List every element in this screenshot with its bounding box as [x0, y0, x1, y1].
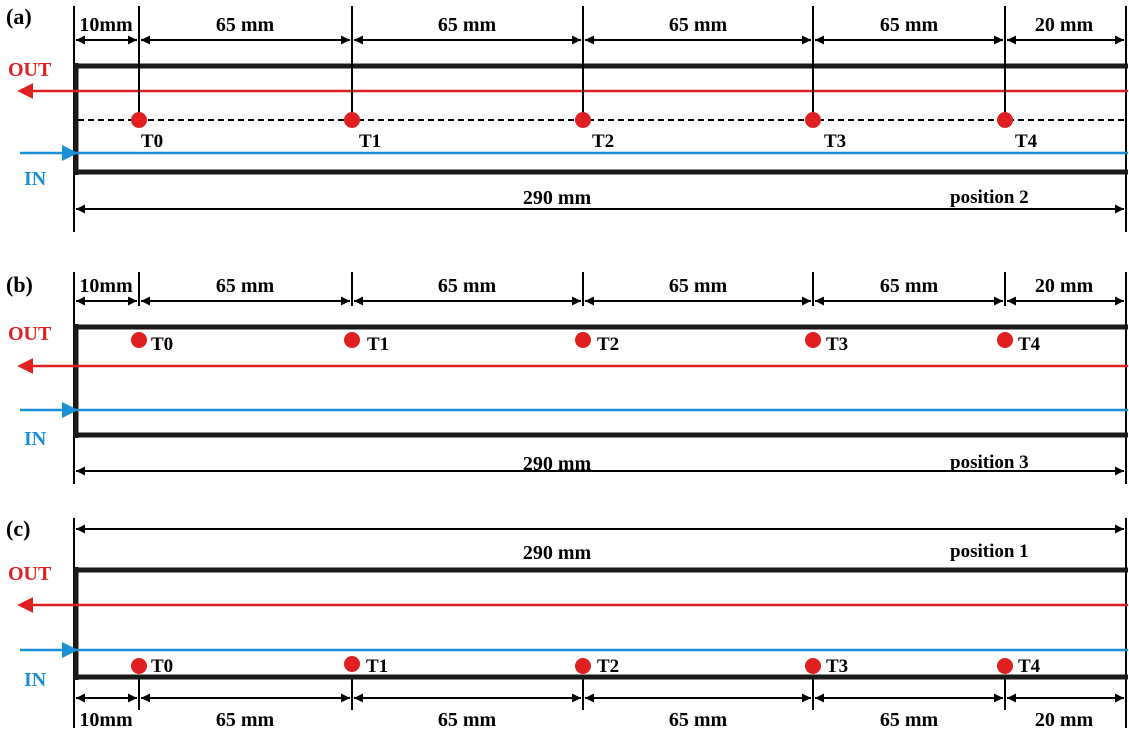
total-length-label: 290 mm	[523, 453, 592, 475]
sensor-labels: T0 T1 T2 T3 T4	[141, 131, 1038, 152]
total-length-label: 290 mm	[523, 542, 592, 564]
position-label: position 3	[950, 452, 1029, 473]
segment-label: 20 mm	[1035, 14, 1094, 36]
segment-labels: 10mm 65 mm 65 mm 65 mm 65 mm 20 mm	[79, 709, 1093, 731]
sensor-labels: T0 T1 T2 T3 T4	[151, 334, 1041, 355]
out-label: OUT	[8, 323, 52, 345]
segment-label: 65 mm	[880, 275, 939, 297]
segment-label: 65 mm	[216, 14, 275, 36]
position-label: position 2	[950, 187, 1029, 208]
probe-rods	[138, 40, 1006, 116]
panel-a: (a) 10mm 65 mm 65 mm 65 mm 65 mm 20 m	[6, 4, 1128, 232]
sensor-labels: T0 T1 T2 T3 T4	[151, 656, 1041, 677]
segment-label: 65 mm	[669, 14, 728, 36]
panel-c: (c) 290 mm position 1 OUT IN	[6, 516, 1128, 731]
segment-label: 65 mm	[438, 14, 497, 36]
sensor-label: T0	[151, 656, 173, 677]
segment-label: 65 mm	[216, 275, 275, 297]
segment-label: 65 mm	[880, 14, 939, 36]
out-label: OUT	[8, 59, 52, 81]
in-label: IN	[24, 428, 47, 450]
sensor-label: T0	[141, 131, 163, 152]
sensor-label: T2	[592, 131, 614, 152]
in-arrow-head	[62, 145, 78, 161]
sensor-label: T3	[824, 131, 846, 152]
panel-label: (a)	[6, 4, 32, 29]
total-length-label: 290 mm	[523, 187, 592, 209]
sensor-dot	[575, 112, 591, 128]
segment-label: 65 mm	[669, 275, 728, 297]
sensor-dot	[997, 332, 1013, 348]
sensor-label: T4	[1018, 656, 1041, 677]
channel-frame	[73, 63, 1128, 175]
sensors	[131, 332, 1013, 348]
sensor-dot	[997, 658, 1013, 674]
in-label: IN	[24, 669, 47, 691]
panel-b: (b) 10mm 65 mm 65 mm 65 mm 65 mm 20 mm	[6, 272, 1128, 484]
sensor-dot	[997, 112, 1013, 128]
sensor-label: T2	[597, 334, 619, 355]
segment-label: 65 mm	[216, 709, 275, 731]
in-label: IN	[24, 168, 47, 190]
sensor-label: T3	[826, 334, 848, 355]
sensor-label: T4	[1018, 334, 1041, 355]
sensor-dot	[131, 332, 147, 348]
sensor-dot	[575, 658, 591, 674]
segment-label: 65 mm	[438, 709, 497, 731]
channel-frame	[73, 324, 1128, 438]
sensors	[131, 112, 1013, 128]
segment-labels: 10mm 65 mm 65 mm 65 mm 65 mm 20 mm	[79, 275, 1093, 297]
sensor-dot	[805, 658, 821, 674]
sensor-label: T3	[826, 656, 848, 677]
segment-label: 20 mm	[1035, 275, 1094, 297]
segment-label: 65 mm	[438, 275, 497, 297]
sensor-dot	[805, 332, 821, 348]
out-label: OUT	[8, 563, 52, 585]
sensor-label: T0	[151, 334, 173, 355]
in-arrow-head	[62, 642, 78, 658]
segment-label: 20 mm	[1035, 709, 1094, 731]
sensor-label: T1	[359, 131, 381, 152]
sensor-label: T2	[597, 656, 619, 677]
segment-label: 10mm	[79, 709, 133, 731]
segment-label: 65 mm	[880, 709, 939, 731]
segment-labels: 10mm 65 mm 65 mm 65 mm 65 mm 20 mm	[79, 14, 1093, 36]
segment-label: 65 mm	[669, 709, 728, 731]
sensor-dot	[344, 112, 360, 128]
panel-label: (b)	[6, 272, 33, 297]
sensor-dot	[344, 656, 360, 672]
segment-label: 10mm	[79, 14, 133, 36]
sensor-dot	[805, 112, 821, 128]
sensor-label: T1	[367, 334, 389, 355]
position-label: position 1	[950, 541, 1029, 562]
sensor-label: T1	[366, 656, 388, 677]
in-arrow-head	[62, 402, 78, 418]
sensors	[131, 656, 1013, 674]
sensor-dot	[344, 332, 360, 348]
sensor-dot	[131, 112, 147, 128]
panel-label: (c)	[6, 516, 30, 541]
channel-frame	[73, 567, 1128, 680]
segment-label: 10mm	[79, 275, 133, 297]
sensor-dot	[575, 332, 591, 348]
sensor-label: T4	[1015, 131, 1038, 152]
sensor-dot	[131, 658, 147, 674]
